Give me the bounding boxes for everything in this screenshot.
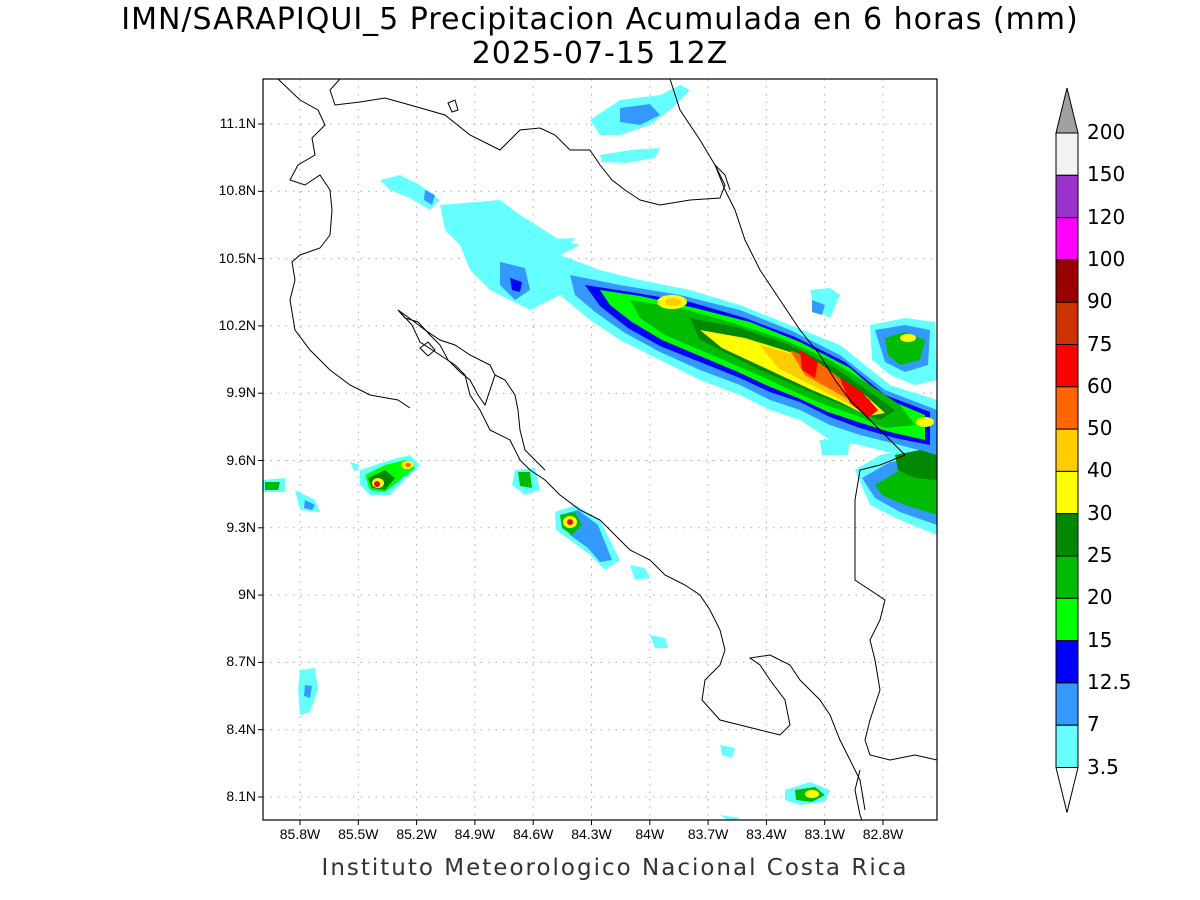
colorbar-swatch xyxy=(1055,259,1079,303)
lat-label: 9.6N xyxy=(226,451,256,468)
nicaragua-costa-rica-border xyxy=(277,79,411,409)
lon-label: 84.6W xyxy=(512,826,554,842)
lat-label: 10.2N xyxy=(218,316,256,333)
colorbar-swatch xyxy=(1055,132,1079,176)
lon-label: 83.7W xyxy=(687,826,729,842)
lon-label: 85.2W xyxy=(396,826,437,842)
lat-label: 10.5N xyxy=(218,249,256,266)
lat-label: 8.1N xyxy=(226,788,256,804)
lon-label: 83.4W xyxy=(746,826,787,842)
lat-label: 9.3N xyxy=(226,518,256,535)
colorbar-label: 3.5 xyxy=(1087,754,1119,779)
lon-label: 85.5W xyxy=(338,826,379,842)
footer-credit: Instituto Meteorologico Nacional Costa R… xyxy=(321,855,909,881)
colorbar-swatch xyxy=(1055,640,1079,684)
osa-peninsula xyxy=(739,654,866,811)
colorbar-swatch xyxy=(1055,301,1079,346)
north-coast xyxy=(329,79,731,206)
lon-label: 85.8W xyxy=(279,826,321,842)
nicoya-peninsula xyxy=(397,309,741,726)
colorbar-label: 30 xyxy=(1087,500,1113,525)
colorbar-label: 90 xyxy=(1087,289,1113,314)
caribbean-coast xyxy=(669,79,906,456)
southeast-coast xyxy=(854,769,863,820)
colorbar-label: 25 xyxy=(1087,543,1113,567)
lake-island xyxy=(419,341,436,357)
colorbar xyxy=(1055,87,1079,813)
colorbar-swatch xyxy=(1055,217,1079,261)
band-layer-75 xyxy=(800,350,878,418)
colorbar-label: 100 xyxy=(1087,246,1126,271)
lat-label: 8.4N xyxy=(226,720,256,737)
colorbar-swatch xyxy=(1055,470,1079,515)
lat-label: 9.9N xyxy=(226,384,256,401)
colorbar-swatch xyxy=(1055,724,1079,769)
lat-label: 8.7N xyxy=(226,653,256,670)
colorbar-label: 120 xyxy=(1087,204,1126,229)
colorbar-swatch xyxy=(1055,344,1079,388)
colorbar-top-triangle xyxy=(1055,87,1079,134)
colorbar-label: 50 xyxy=(1087,416,1113,441)
north-island xyxy=(447,99,459,113)
panama-border xyxy=(854,454,937,761)
central-coast xyxy=(494,374,546,471)
colorbar-swatch xyxy=(1055,174,1079,219)
colorbar-label: 150 xyxy=(1087,162,1126,187)
lon-label: 84.3W xyxy=(571,826,612,842)
colorbar-label: 20 xyxy=(1087,585,1113,610)
colorbar-label: 75 xyxy=(1087,331,1113,356)
colorbar-swatch xyxy=(1055,555,1079,599)
colorbar-label: 40 xyxy=(1087,458,1113,483)
colorbar-swatch xyxy=(1055,513,1079,557)
colorbar-label: 15 xyxy=(1087,627,1113,652)
precipitation-field xyxy=(263,85,937,820)
colorbar-bottom-triangle xyxy=(1055,767,1079,813)
colorbar-label: 60 xyxy=(1087,373,1113,398)
map-subtitle-date: 2025-07-15 12Z xyxy=(471,36,729,71)
colorbar-label: 12.5 xyxy=(1087,669,1132,694)
precipitation-band-north xyxy=(440,200,937,470)
plot-frame xyxy=(262,78,938,821)
map-title: IMN/SARAPIQUI_5 Precipitacion Acumulada … xyxy=(121,2,1079,37)
colorbar-swatch xyxy=(1055,682,1079,726)
colorbar-swatch xyxy=(1055,597,1079,642)
lon-label: 84W xyxy=(635,826,665,842)
lon-label: 82.8W xyxy=(862,826,904,842)
colorbar-label: 200 xyxy=(1087,120,1126,144)
axis-ticks xyxy=(258,123,884,825)
lon-label: 83.1W xyxy=(804,826,845,842)
lon-label: 84.9W xyxy=(454,826,496,842)
colorbar-label: 7 xyxy=(1087,712,1100,737)
lat-label: 9N xyxy=(238,586,256,603)
colorbar-swatch xyxy=(1055,386,1079,430)
coastlines xyxy=(277,79,937,820)
lat-label: 11.1N xyxy=(219,115,256,131)
lat-label: 10.8N xyxy=(218,182,256,199)
gulf-of-nicoya xyxy=(397,309,496,407)
colorbar-swatch xyxy=(1055,428,1079,472)
